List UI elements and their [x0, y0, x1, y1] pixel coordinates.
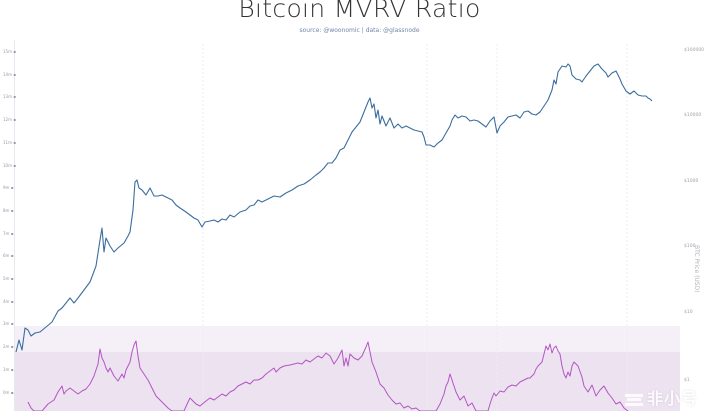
left-axis-tick: 3m ▪ — [3, 321, 14, 327]
left-axis-tick: 7m ▪ — [3, 230, 14, 236]
left-axis-tick: 9m ▪ — [3, 185, 14, 191]
lower-band — [15, 352, 680, 411]
mvrv-zone-bands — [15, 326, 680, 411]
right-axis-tick: $1 — [684, 378, 690, 383]
left-axis-tick: 2m ▪ — [3, 344, 14, 350]
watermark-logo-icon — [625, 393, 643, 406]
watermark-text: 非小号 — [647, 389, 699, 408]
left-axis-tick: 11m ▪ — [3, 139, 16, 145]
right-axis-tick: $10000 — [684, 113, 702, 118]
btc-price-line — [15, 63, 653, 353]
left-axis-tick: 15m ▪ — [3, 49, 16, 54]
right-axis-tick: $100 — [684, 244, 696, 249]
right-axis-tick: $1000 — [684, 179, 699, 184]
mvrv-ratio-line — [27, 340, 629, 411]
chart-subtitle: source: @woonomic | data: @glassnode — [299, 27, 420, 34]
left-axis-tick: 12m ▪ — [3, 117, 16, 123]
right-axis-tick: $10 — [684, 310, 693, 315]
left-axis-line — [14, 40, 15, 411]
right-axis-tick: $100000 — [684, 48, 705, 53]
left-axis-tick: 13m ▪ — [3, 94, 16, 100]
vertical-gridlines — [202, 44, 628, 411]
left-axis-tick: 4m ▪ — [3, 298, 14, 304]
left-axis-tick: 14m ▪ — [3, 71, 16, 77]
left-axis-tick: 5m ▪ — [3, 276, 14, 281]
watermark: 非小号 — [625, 385, 698, 409]
upper-band — [15, 326, 680, 352]
left-axis-tick: 0m ▪ — [3, 389, 14, 395]
chart-title: Bitcoin MVRV Ratio — [238, 0, 481, 23]
left-axis-tick: 1m ▪ — [3, 366, 14, 372]
right-axis-label: BTC Price (USD) — [693, 245, 700, 293]
left-axis-tick: 10m ▪ — [3, 162, 16, 168]
left-axis-tick: 6m ▪ — [3, 253, 14, 259]
left-axis-tick: 8m ▪ — [3, 207, 14, 213]
